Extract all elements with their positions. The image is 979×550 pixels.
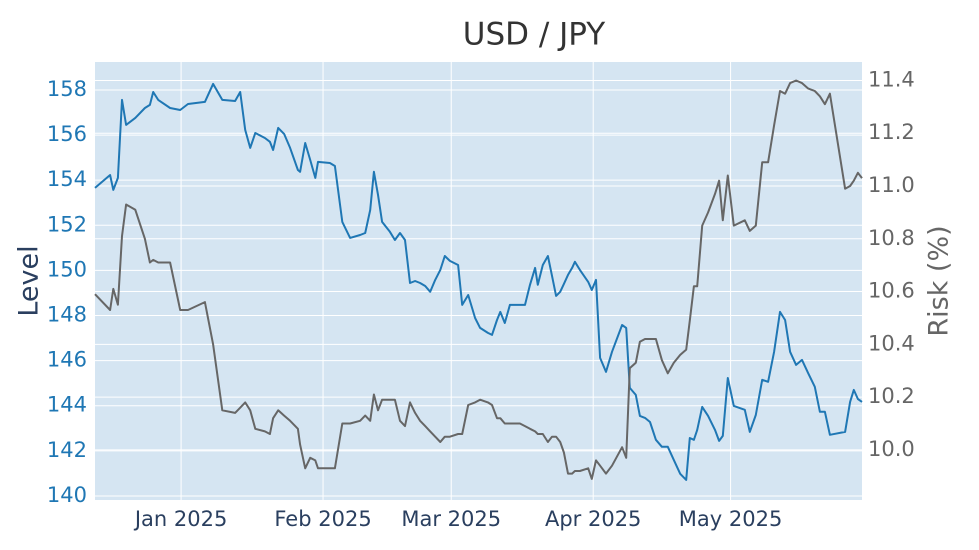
x-tick-label: Jan 2025 bbox=[133, 507, 228, 531]
y2-tick-label: 11.0 bbox=[868, 173, 915, 197]
y2-tick-label: 11.2 bbox=[868, 120, 915, 144]
series-line bbox=[94, 82, 863, 481]
y-tick-label: 140 bbox=[47, 483, 87, 507]
x-tick-label: Mar 2025 bbox=[401, 507, 501, 531]
y-tick-label: 148 bbox=[47, 303, 87, 327]
y2-tick-label: 10.6 bbox=[868, 279, 915, 303]
y2-tick-label: 10.8 bbox=[868, 226, 915, 250]
y-tick-label: 146 bbox=[47, 348, 87, 372]
plot-area bbox=[95, 62, 862, 500]
y2-tick-label: 10.4 bbox=[868, 331, 915, 355]
y-tick-label: 150 bbox=[47, 257, 87, 281]
y2-tick-label: 11.4 bbox=[868, 67, 915, 91]
y2-tick-label: 10.0 bbox=[868, 437, 915, 461]
y-tick-label: 144 bbox=[47, 393, 87, 417]
x-tick-label: Apr 2025 bbox=[545, 507, 641, 531]
y2-tick-label: 10.2 bbox=[868, 384, 915, 408]
y-tick-label: 156 bbox=[47, 122, 87, 146]
y-tick-label: 142 bbox=[47, 438, 87, 462]
y-tick-label: 152 bbox=[47, 212, 87, 236]
series-line bbox=[94, 79, 863, 480]
x-tick-label: Feb 2025 bbox=[274, 507, 371, 531]
y2-axis-label: Risk (%) bbox=[924, 225, 955, 336]
y-axis-label: Level bbox=[14, 245, 45, 316]
chart-title: USD / JPY bbox=[463, 17, 606, 53]
y-tick-label: 154 bbox=[47, 167, 87, 191]
y-tick-label: 158 bbox=[47, 77, 87, 101]
x-tick-label: May 2025 bbox=[679, 507, 783, 531]
